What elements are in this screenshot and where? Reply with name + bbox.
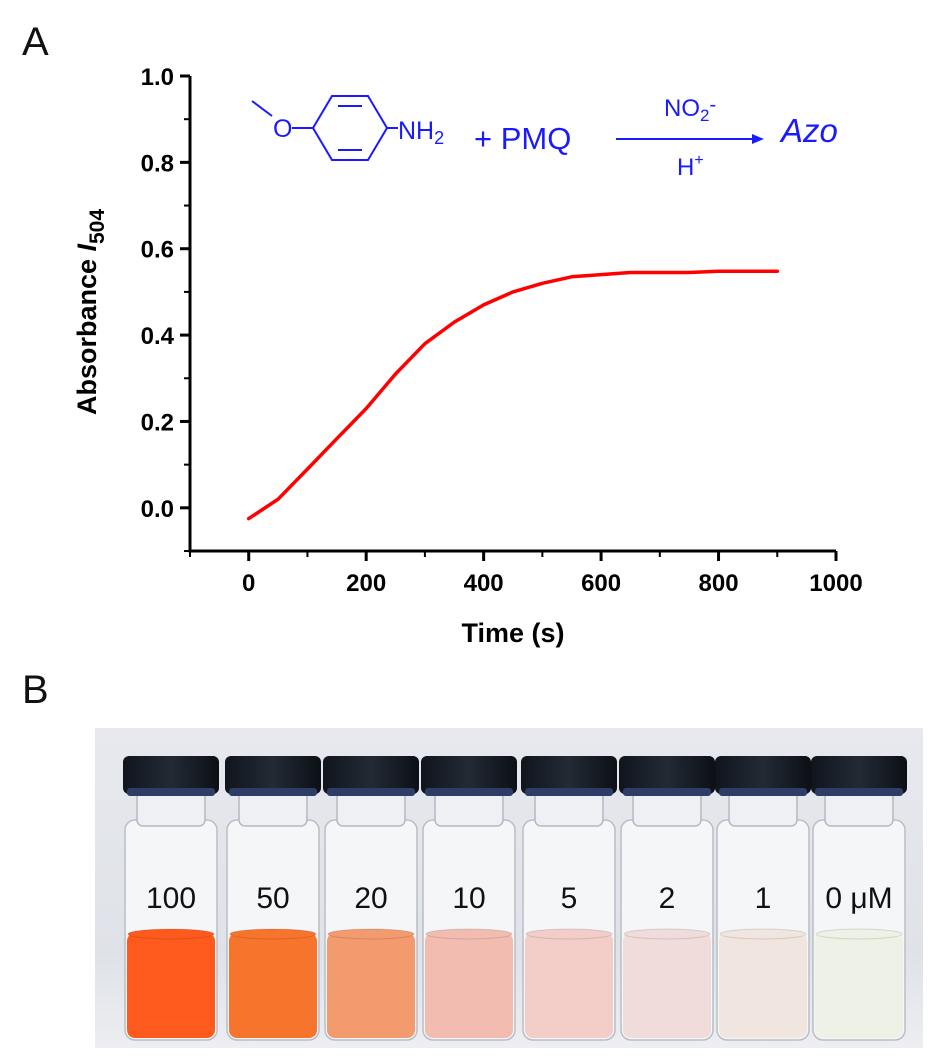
vial-cap-rim (127, 788, 215, 796)
vial-cap-rim (327, 788, 415, 796)
chart-series (246, 269, 780, 521)
vial-concentration-label: 10 (452, 882, 485, 915)
vial-cap (521, 756, 617, 794)
absorbance-chart: 0 200 400 600 800 1000 0.0 0.2 0.4 0.6 0.8 1.0 Time… (72, 64, 863, 648)
panel-label-a: A (22, 20, 49, 64)
vial-concentration-label: 1 (755, 882, 772, 915)
vial-meniscus (525, 928, 613, 940)
x-tick-label: 800 (699, 570, 739, 597)
y-axis-title: Absorbance I504 (72, 209, 109, 415)
vial-cap (123, 756, 219, 794)
vial-meniscus (623, 928, 711, 940)
x-tick-label: 1000 (809, 570, 862, 597)
acid-label: H+ (677, 152, 704, 181)
y-tick-label: 0.4 (141, 323, 175, 350)
vial-cap (421, 756, 517, 794)
vial-concentration-label: 50 (256, 882, 289, 915)
y-axis-title-italic: I (72, 244, 102, 252)
y-tick-label: 1.0 (141, 64, 174, 91)
x-tick-label: 400 (464, 570, 504, 597)
vial: 1 (715, 756, 811, 1041)
vial-concentration-label: 20 (354, 882, 387, 915)
plus-pmq-label: + PMQ (474, 121, 571, 156)
vials-photo: 100 50 20 10 5 2 1 0 μM (95, 728, 923, 1048)
vial-meniscus (327, 928, 415, 940)
vial-meniscus (127, 928, 215, 940)
vial: 2 (619, 756, 715, 1041)
vial-liquid (815, 933, 903, 1038)
x-axis-title: Time (s) (461, 618, 564, 648)
y-axis-title-subscript: 504 (86, 209, 109, 244)
absorbance-curve (246, 269, 780, 521)
amine-group-label: NH2 (398, 117, 444, 148)
reaction-scheme: O NH2 + PMQ NO2- H+ Azo (251, 94, 838, 181)
vial-cap-rim (719, 788, 807, 796)
vial-liquid (623, 933, 711, 1038)
vial-cap-rim (425, 788, 513, 796)
panel-label-b: B (22, 668, 49, 712)
vial-meniscus (719, 928, 807, 940)
y-tick-label: 0.6 (141, 237, 174, 264)
vial-liquid (127, 933, 215, 1038)
x-tick-label: 600 (581, 570, 621, 597)
x-tick-label: 200 (346, 570, 386, 597)
vial-meniscus (815, 928, 903, 940)
chart-axes (188, 76, 836, 553)
vial-meniscus (425, 928, 513, 940)
vial-cap (619, 756, 715, 794)
y-axis-title-main: Absorbance (72, 252, 102, 416)
nitrite-label: NO2- (664, 94, 716, 125)
vial-liquid (525, 933, 613, 1038)
x-tick-label: 0 (242, 570, 255, 597)
vial-concentration-label: 2 (659, 882, 676, 915)
vial: 50 (225, 756, 321, 1041)
vial: 20 (323, 756, 419, 1041)
vial-cap (715, 756, 811, 794)
vial: 100 (123, 756, 219, 1041)
vial-cap-rim (623, 788, 711, 796)
vial-cap-rim (525, 788, 613, 796)
vial: 5 (521, 756, 617, 1041)
vial-liquid (719, 933, 807, 1038)
vial: 0 μM (811, 756, 907, 1041)
vial: 10 (421, 756, 517, 1041)
azo-product-label: Azo (779, 112, 838, 149)
vial-cap-rim (815, 788, 903, 796)
vial-meniscus (229, 928, 317, 940)
vials-row: 100 50 20 10 5 2 1 0 μM (123, 756, 907, 1041)
chart-ticks: 0 200 400 600 800 1000 0.0 0.2 0.4 0.6 0.8 1.0 (141, 64, 863, 597)
vial-cap (323, 756, 419, 794)
vial-cap (811, 756, 907, 794)
vial-concentration-label: 0 μM (825, 882, 892, 915)
vial-concentration-label: 5 (561, 882, 578, 915)
vial-cap-rim (229, 788, 317, 796)
y-tick-label: 0.0 (141, 496, 174, 523)
methoxyaniline-structure (251, 95, 398, 161)
y-tick-label: 0.2 (141, 409, 174, 436)
y-tick-label: 0.8 (141, 150, 174, 177)
vial-concentration-label: 100 (146, 882, 196, 915)
vial-liquid (425, 933, 513, 1038)
vial-liquid (229, 933, 317, 1038)
reaction-arrow (616, 134, 764, 144)
vial-liquid (327, 933, 415, 1038)
oxygen-atom-label: O (273, 115, 292, 143)
vial-cap (225, 756, 321, 794)
